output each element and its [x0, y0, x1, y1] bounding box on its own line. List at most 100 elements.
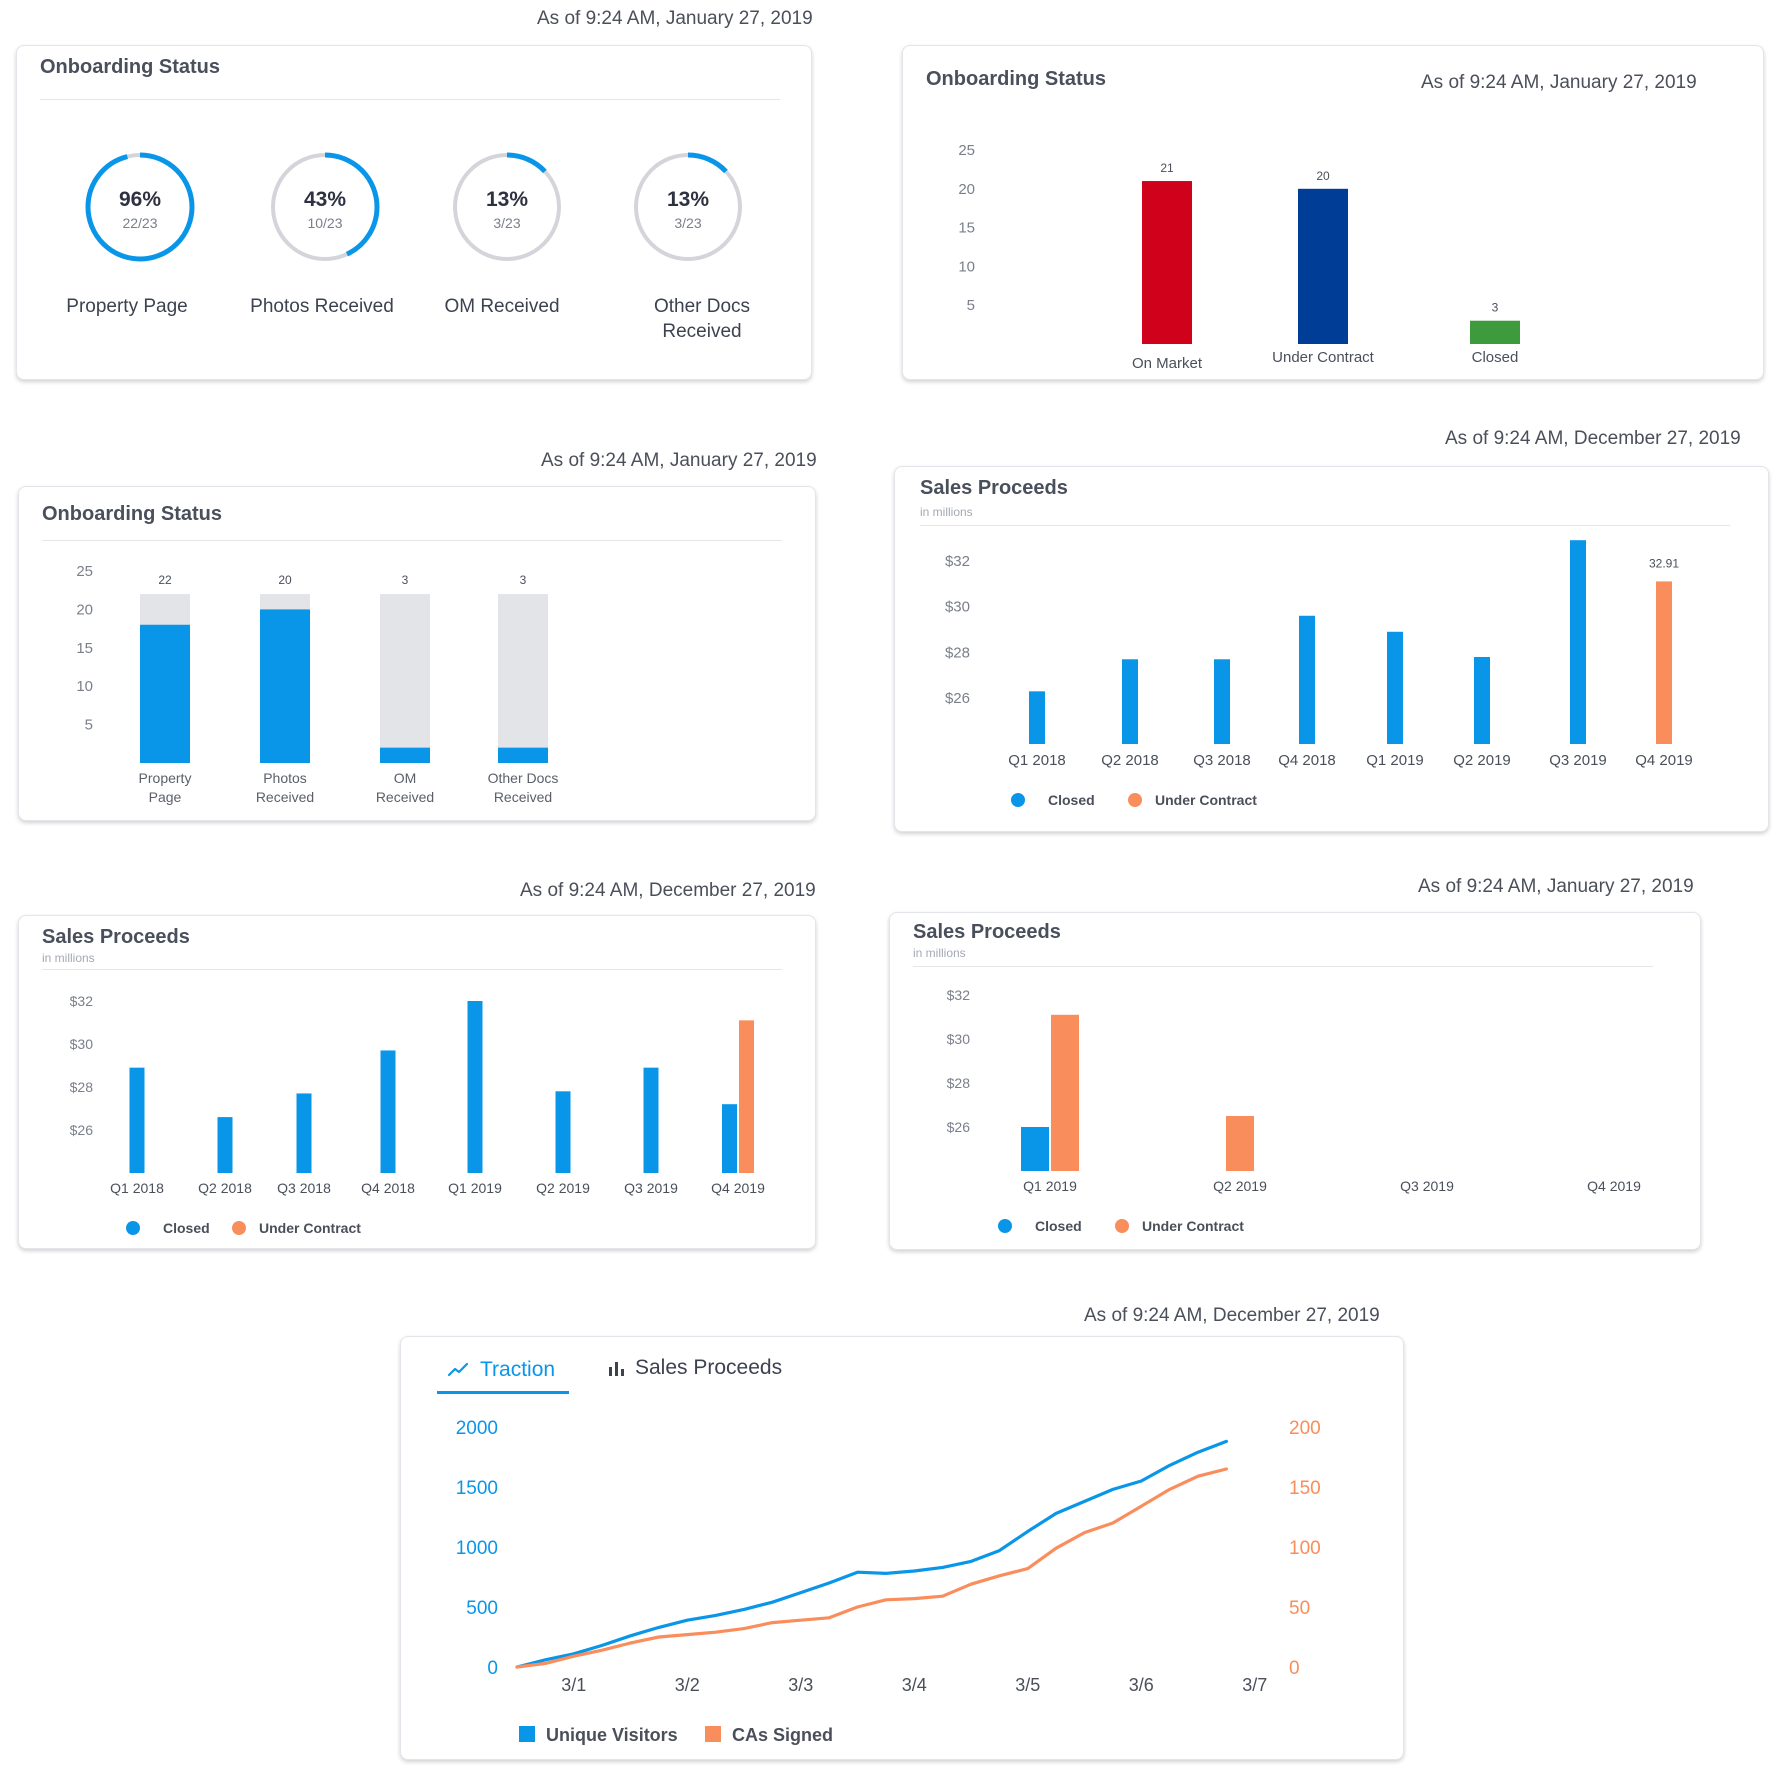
y-tick-label: $32 [70, 993, 94, 1009]
traction-card: Traction Sales Proceeds 0 500 1000 1500 2000… [400, 1336, 1404, 1760]
y-right-tick-label: 0 [1289, 1658, 1300, 1679]
x-tick-label: 3/7 [1242, 1675, 1267, 1695]
ring-progress [633, 152, 743, 262]
legend-under-contract-label: Under Contract [1142, 1218, 1244, 1234]
ring-percent: 13% [667, 188, 709, 211]
y-tick-label: $32 [945, 553, 970, 570]
x-tick-label: Q1 2018 [110, 1180, 164, 1196]
bar-value [140, 624, 190, 763]
ring-label-property-page: Property Page [66, 296, 188, 317]
panel2-title: Onboarding Status [926, 68, 1106, 90]
bar-closed [380, 1050, 396, 1173]
panel6-asof: As of 9:24 AM, January 27, 2019 [1418, 876, 1694, 897]
x-tick-label: Under Contract [1272, 349, 1375, 366]
tab-traction[interactable]: Traction [437, 1353, 569, 1394]
bar-value [260, 609, 310, 763]
panel1-divider [40, 99, 780, 100]
onboarding-stacked-card: Onboarding Status 5 10 15 20 25 22 Property Pag… [18, 486, 816, 821]
panel6-subtitle: in millions [913, 946, 966, 960]
x-tick-label: Property Page [139, 770, 192, 805]
ring-percent: 43% [304, 188, 346, 211]
x-tick-label: On Market [1132, 355, 1203, 372]
y-tick-label: 25 [76, 563, 93, 580]
x-tick-label: 3/5 [1015, 1675, 1040, 1695]
bar-data-label: 32.91 [1649, 556, 1679, 570]
legend-under-contract-label: Under Contract [259, 1220, 361, 1236]
panel5-subtitle: in millions [42, 951, 95, 965]
ring-fraction: 3/23 [674, 215, 701, 231]
bar-under-contract [1051, 1014, 1079, 1171]
tab-traction-label: Traction [480, 1358, 556, 1381]
x-tick-label: Q2 2019 [1453, 752, 1511, 769]
onboarding-status-bars-card: Onboarding Status As of 9:24 AM, January… [902, 45, 1764, 380]
panel3-asof: As of 9:24 AM, January 27, 2019 [541, 450, 817, 471]
y-left-tick-label: 1000 [456, 1538, 498, 1559]
legend-unique-visitors-swatch [519, 1726, 535, 1742]
x-tick-label: Closed [1472, 349, 1519, 366]
sales-proceeds-chart-1: $26 $28 $30 $32 Q1 2018 Q2 2018 Q3 2018 Q4 2018… [945, 540, 1693, 808]
bar-value [380, 747, 430, 763]
x-tick-label: 3/2 [675, 1675, 700, 1695]
panel7-asof: As of 9:24 AM, December 27, 2019 [1084, 1305, 1380, 1326]
panel1-title: Onboarding Status [40, 56, 220, 78]
x-tick-label: 3/4 [902, 1675, 927, 1695]
onboarding-rings-card: Onboarding Status 96% 22/23 43% 10/23 13% 3/2… [16, 45, 812, 380]
y-left-tick-label: 500 [466, 1598, 498, 1619]
bar-closed [1299, 615, 1315, 744]
bar-closed [1021, 1127, 1049, 1171]
bar-data-label: 21 [1160, 161, 1174, 175]
x-tick-label: Q4 2018 [1278, 752, 1336, 769]
y-right-tick-label: 50 [1289, 1598, 1310, 1619]
ring-progress [85, 152, 195, 262]
panel4-title: Sales Proceeds [920, 477, 1068, 499]
bar-under-contract [1298, 188, 1348, 344]
legend-cas-signed-label: CAs Signed [732, 1725, 833, 1745]
bar-closed [1570, 540, 1586, 744]
legend-cas-signed-swatch [705, 1726, 721, 1742]
bar-closed [1470, 320, 1520, 344]
traction-chart: 0 500 1000 1500 2000 0 50 100 150 200 3/1 3/2 3/3 3/4… [456, 1418, 1321, 1745]
bar-remaining [380, 594, 430, 763]
panel4-subtitle: in millions [920, 505, 973, 519]
legend-closed-swatch [1011, 793, 1025, 807]
y-tick-label: 5 [967, 297, 975, 314]
sales-proceeds-chart-2: $26 $28 $30 $32 Q1 2018 Q2 2018 Q3 2018 Q4 2018… [70, 993, 765, 1236]
legend-under-contract-swatch [232, 1221, 246, 1235]
bar-closed [217, 1117, 233, 1173]
bar-closed [555, 1091, 571, 1173]
bar-data-label: 3 [1492, 301, 1499, 315]
y-tick-label: $30 [947, 1031, 971, 1047]
y-tick-label: 25 [958, 142, 975, 159]
legend-under-contract-swatch [1115, 1219, 1129, 1233]
sales-proceeds-card-3: Sales Proceeds in millions $26 $28 $30 $32 Q… [889, 912, 1701, 1250]
bar-closed [1122, 659, 1138, 744]
x-tick-label: Q2 2019 [1213, 1178, 1267, 1194]
x-tick-label: Q1 2019 [1366, 752, 1424, 769]
x-tick-label: Q3 2018 [277, 1180, 331, 1196]
bar-data-label: 20 [1316, 169, 1330, 183]
bar-closed [296, 1093, 312, 1173]
legend-closed-swatch [126, 1221, 140, 1235]
ring-progress [452, 152, 562, 262]
tab-sales-proceeds[interactable]: Sales Proceeds [605, 1353, 795, 1391]
bar-closed [643, 1067, 659, 1173]
line-chart-icon [447, 1362, 469, 1377]
y-left-tick-label: 2000 [456, 1418, 498, 1439]
y-right-tick-label: 100 [1289, 1538, 1321, 1559]
bar-data-label: 3 [520, 573, 527, 587]
y-tick-label: 10 [958, 258, 975, 275]
y-tick-label: $32 [947, 987, 971, 1003]
ring-label-photos-received: Photos Received [250, 296, 394, 317]
bar-closed [1474, 656, 1490, 744]
y-tick-label: 15 [958, 220, 975, 237]
y-right-tick-label: 200 [1289, 1418, 1321, 1439]
bar-chart-icon [609, 1362, 624, 1376]
sales-proceeds-chart-3: $26 $28 $30 $32 Q1 2019 Q2 2019 Q3 2019 Q4 2019… [947, 987, 1641, 1234]
legend-closed-label: Closed [1035, 1218, 1082, 1234]
y-tick-label: $28 [945, 644, 970, 661]
bar-closed [1029, 691, 1045, 744]
bar-under-contract [1226, 1116, 1254, 1171]
y-tick-label: $30 [945, 599, 970, 616]
x-tick-label: Q4 2019 [711, 1180, 765, 1196]
bar-under-contract [1656, 581, 1672, 744]
